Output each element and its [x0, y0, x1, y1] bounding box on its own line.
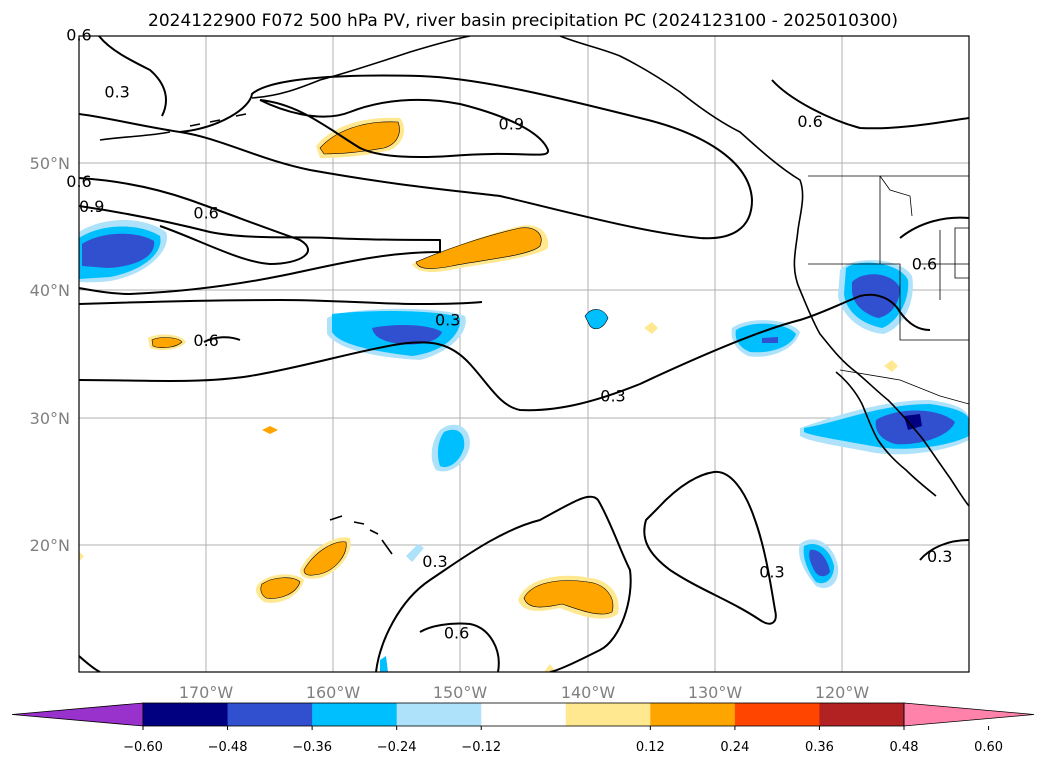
colorbar-tick-label: 0.24 [720, 740, 749, 755]
contour-label: 0.6 [193, 331, 218, 350]
colorbar-tick-label: 0.60 [974, 740, 1003, 755]
contour-label: 0.3 [422, 552, 447, 571]
precip-positive-16n [518, 575, 619, 619]
map-frame [78, 35, 970, 673]
contour-label: 0.3 [435, 310, 460, 329]
contour-south-06 [419, 622, 500, 672]
colorbar-tick-label: 0.12 [636, 740, 665, 755]
precip-negative-baja [800, 400, 969, 455]
colorbar-segment [227, 703, 313, 726]
precip-negative-hawaii [406, 544, 424, 562]
contour-label: 0.3 [759, 562, 784, 581]
colorbar-extend-high [903, 702, 1035, 727]
colorbar-tick-label: −0.12 [461, 740, 501, 755]
lon-tick-label: 160°W [306, 683, 361, 702]
contour-labels: 0.30.9 0.60.60.60.9 0.60.60.30.60.30.30.60… [66, 26, 952, 643]
lat-tick-label: 40°N [30, 281, 70, 300]
colorbar-segment [143, 703, 229, 726]
colorbar [11, 702, 1035, 727]
colorbar-tick-label: −0.48 [208, 740, 248, 755]
colorbar-segment [565, 703, 651, 726]
colorbar-segment [481, 703, 567, 726]
colorbar-segment [734, 703, 820, 726]
lon-tick-label: 170°W [179, 683, 234, 702]
contour-north-loop [79, 74, 753, 240]
colorbar-extend-low [11, 702, 144, 727]
contour-label: 0.6 [912, 254, 937, 273]
colorbar-segment [312, 703, 398, 726]
contour-label: 0.6 [444, 623, 469, 642]
precip-negative-great-basin [838, 260, 913, 334]
colorbar-segment [396, 703, 482, 726]
contour-ne-2 [899, 216, 969, 239]
colorbar-tick-label: −0.36 [292, 740, 332, 755]
precip-positive-dot-1 [262, 426, 278, 434]
precip-negative-south-1 [380, 656, 388, 672]
colorbar-outline [142, 702, 905, 727]
lat-tick-label: 30°N [30, 409, 70, 428]
lat-tick-labels: 50°N 40°N 30°N 20°N [30, 154, 70, 555]
precip-positive-dot-2 [644, 322, 658, 334]
lon-tick-label: 130°W [688, 683, 743, 702]
contour-top [98, 36, 167, 117]
lat-tick-label: 20°N [30, 536, 70, 555]
contour-west-tongue-2 [79, 205, 441, 295]
map-title: 2024122900 F072 500 hPa PV, river basin … [148, 11, 898, 31]
contour-03-band [79, 293, 931, 412]
colorbar-segment [650, 703, 736, 726]
contour-label: 0.3 [104, 83, 129, 102]
precip-negative-central [327, 308, 466, 360]
contour-ne [771, 79, 969, 130]
precip-negative-18n [798, 539, 839, 588]
contour-label: 0.9 [499, 115, 524, 134]
lat-tick-label: 50°N [30, 154, 70, 173]
borders [808, 175, 969, 405]
contour-38n [79, 299, 483, 305]
colorbar-segment [819, 703, 905, 726]
lon-tick-label: 120°W [815, 683, 870, 702]
contour-label: 0.9 [79, 197, 104, 216]
contour-label: 0.3 [927, 547, 952, 566]
precip-blobs [79, 117, 969, 672]
precip-negative-28n [431, 424, 470, 472]
precip-positive-dot-4 [79, 552, 84, 562]
contour-south-03b [643, 470, 777, 625]
colorbar-tick-label: 0.36 [805, 740, 834, 755]
colorbar-tick-labels: −0.60 −0.48 −0.36 −0.24 −0.12 0.12 0.24 0.36 0.4… [123, 726, 1003, 755]
contour-west-tongue [79, 177, 309, 265]
precip-positive-dot-5 [544, 664, 556, 672]
contour-south-03 [375, 495, 632, 672]
precip-positive-hawaii [300, 537, 351, 579]
colorbar-tick-label: −0.60 [123, 740, 163, 755]
lon-tick-label: 140°W [561, 683, 616, 702]
contour-se [919, 539, 969, 561]
precip-positive-aleutian [316, 117, 405, 158]
contour-label: 0.6 [797, 112, 822, 131]
precip-positive-hawaii-2 [256, 574, 304, 603]
precip-positive-dot-3 [884, 360, 898, 372]
contour-label: 0.6 [66, 26, 91, 45]
contour-label: 0.3 [600, 387, 625, 406]
contour-sw [79, 655, 101, 672]
precip-positive-43n [412, 225, 549, 272]
colorbar-tick-label: 0.48 [890, 740, 919, 755]
precip-negative-36n [731, 320, 800, 357]
coastlines [99, 36, 969, 555]
precip-negative-west [79, 219, 167, 283]
contour-small [203, 336, 241, 343]
precip-negative-small-1 [584, 309, 609, 330]
contour-label: 0.6 [193, 204, 218, 223]
precip-positive-36n-west [148, 334, 186, 350]
colorbar-tick-label: −0.24 [377, 740, 417, 755]
pv-contours [79, 36, 969, 672]
lon-tick-labels: 170°W 160°W 150°W 140°W 130°W 120°W [179, 683, 870, 702]
lon-tick-label: 150°W [433, 683, 488, 702]
contour-09-loop [259, 98, 549, 159]
